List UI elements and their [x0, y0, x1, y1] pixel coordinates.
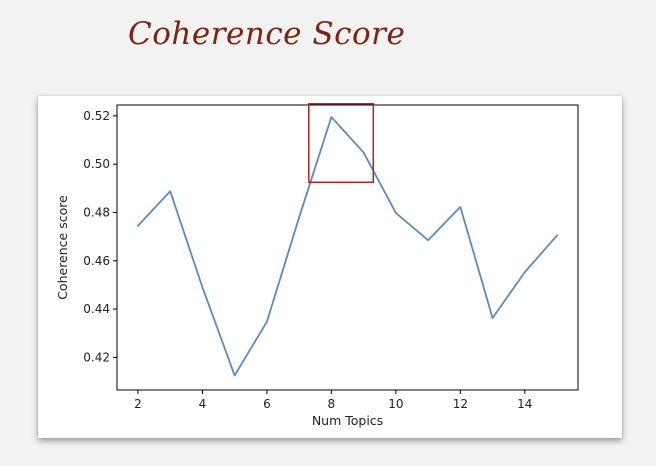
y-tick-label: 0.50 — [83, 157, 110, 171]
chart-card: 2 4 6 8 10 12 14 0.42 0.44 0.46 0.48 0.50 0.52 Num T… — [38, 96, 622, 438]
x-tick-label: 14 — [517, 397, 532, 411]
x-axis-label: Num Topics — [312, 413, 383, 428]
x-tick-label: 12 — [453, 397, 468, 411]
x-tick-label: 2 — [134, 397, 142, 411]
y-tick-label: 0.44 — [83, 302, 110, 316]
series-line — [137, 116, 558, 377]
x-tick-label: 10 — [388, 397, 403, 411]
y-tick-label: 0.48 — [83, 205, 110, 219]
y-tick-label: 0.46 — [83, 254, 110, 268]
x-tick-label: 8 — [328, 397, 336, 411]
peak-highlight-box — [308, 103, 375, 184]
x-tick-label: 4 — [199, 397, 207, 411]
y-tick-label: 0.52 — [83, 109, 110, 123]
slide-title: Coherence Score — [128, 16, 406, 52]
y-axis-label: Coherence score — [55, 195, 70, 300]
x-tick-label: 6 — [263, 397, 271, 411]
y-tick-label: 0.42 — [83, 350, 110, 364]
plot-frame — [116, 104, 579, 391]
coherence-line-chart: 2 4 6 8 10 12 14 0.42 0.44 0.46 0.48 0.50 0.52 Num T… — [55, 103, 579, 428]
